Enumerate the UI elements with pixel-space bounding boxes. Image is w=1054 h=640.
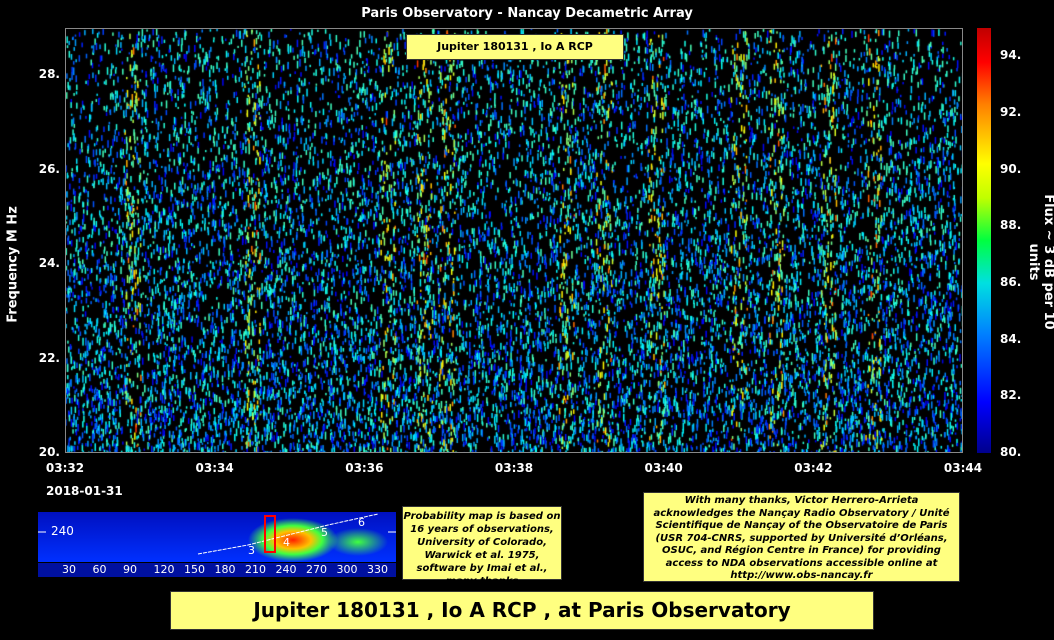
acknowledgement-box: With many thanks, Victor Herrero-Arrieta… — [643, 492, 960, 582]
prob-map-x-tick: 180 — [214, 563, 236, 576]
prob-map-x-axis: 30 60 90 120 150 180 210 240 270 300 330 — [38, 563, 396, 577]
spectrogram-heatmap — [65, 28, 963, 453]
probability-map: 240 3 4 5 6 — [38, 512, 396, 562]
prob-map-x-tick: 270 — [306, 563, 327, 576]
phase-label: 3 — [248, 544, 255, 557]
prob-map-x-tick: 330 — [367, 563, 388, 576]
x-tick-label: 03:32 — [45, 461, 85, 475]
colorbar-tick-label: 80. — [1000, 445, 1022, 459]
y-tick-label: 22. — [38, 350, 60, 365]
colorbar-tick-label: 86. — [1000, 275, 1022, 289]
colorbar-tick-label: 84. — [1000, 331, 1022, 346]
colorbar-tick-label: 92. — [1000, 105, 1022, 119]
io-phase-line — [197, 513, 379, 555]
y-axis-label: Frequency M Hz — [5, 206, 21, 323]
colorbar-tick-label: 82. — [1000, 388, 1022, 403]
prob-map-x-tick: 30 — [62, 563, 76, 576]
subtitle-box: Jupiter 180131 , Io A RCP — [406, 34, 624, 60]
x-date-label: 2018-01-31 — [46, 484, 123, 498]
colorbar — [977, 28, 991, 453]
phase-label: 4 — [283, 536, 290, 549]
y-tick-label: 26. — [38, 161, 60, 176]
x-tick-label: 03:38 — [494, 461, 534, 475]
phase-label: 6 — [358, 516, 365, 529]
phase-label: 5 — [321, 526, 328, 539]
prob-map-x-tick: 60 — [92, 563, 107, 576]
prob-map-x-tick: 90 — [123, 563, 137, 576]
prob-map-x-tick: 120 — [153, 563, 175, 576]
prob-map-x-tick: 210 — [245, 563, 266, 576]
x-tick-label: 03:40 — [644, 461, 683, 475]
chart-title: Paris Observatory - Nancay Decametric Ar… — [361, 6, 693, 21]
x-tick-label: 03:34 — [195, 461, 234, 475]
bottom-banner: Jupiter 180131 , Io A RCP , at Paris Obs… — [170, 591, 874, 630]
colorbar-tick-label: 90. — [1000, 161, 1022, 176]
prob-map-x-tick: 300 — [336, 563, 358, 576]
probability-note: Probability map is based on 16 years of … — [402, 506, 562, 587]
prob-map-x-tick: 240 — [275, 563, 297, 576]
colorbar-label: Flux ~ 3 dB per 10 units — [1026, 194, 1054, 330]
x-tick-label: 03:44 — [943, 461, 983, 475]
y-tick-label: 20. — [38, 445, 60, 459]
colorbar-tick-label: 88. — [1000, 218, 1022, 233]
observation-marker — [264, 515, 276, 553]
y-tick-label: 24. — [38, 256, 60, 271]
x-tick-label: 03:42 — [794, 461, 833, 475]
prob-map-x-tick: 150 — [184, 563, 205, 576]
y-tick-label: 28. — [38, 67, 60, 82]
prob-map-y-label: 240 — [51, 524, 74, 538]
plot-frame — [65, 28, 963, 453]
colorbar-tick-label: 94. — [1000, 48, 1022, 63]
x-tick-label: 03:36 — [345, 461, 384, 475]
